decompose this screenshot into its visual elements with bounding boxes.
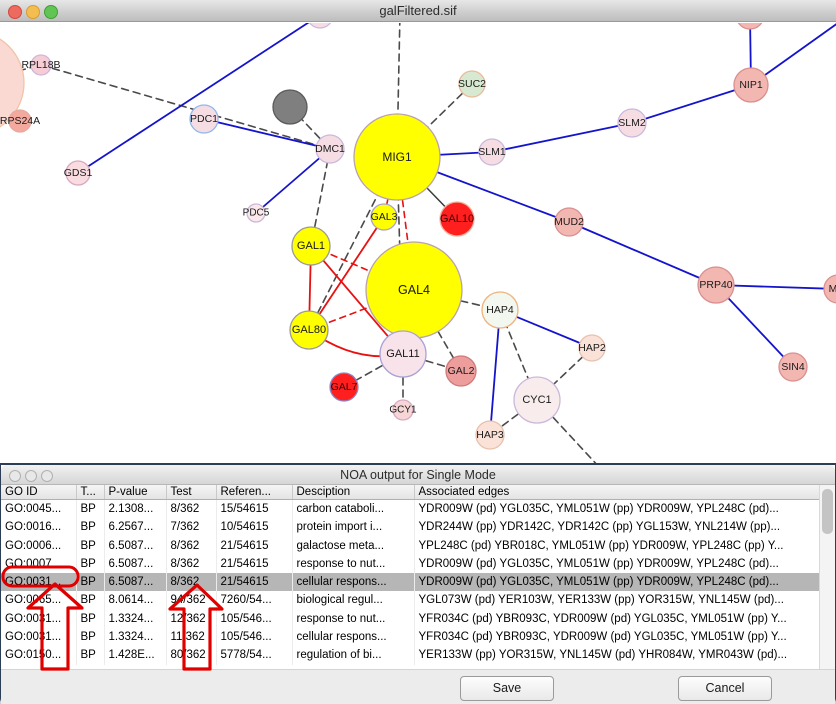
svg-text:SIN4: SIN4: [781, 361, 805, 373]
svg-text:HAP2: HAP2: [578, 342, 606, 354]
svg-text:NIP1: NIP1: [739, 79, 763, 91]
svg-text:MUD2: MUD2: [554, 216, 584, 228]
svg-text:GAL3: GAL3: [371, 211, 398, 223]
svg-text:GAL4: GAL4: [398, 283, 430, 297]
svg-text:HAP3: HAP3: [476, 429, 504, 441]
svg-text:GAL10: GAL10: [440, 213, 474, 225]
svg-text:PRP40: PRP40: [699, 279, 732, 291]
svg-text:PDC5: PDC5: [243, 208, 270, 219]
svg-text:SUC2: SUC2: [458, 78, 486, 90]
svg-text:SLM2: SLM2: [618, 117, 646, 129]
svg-text:RPL18B: RPL18B: [21, 59, 60, 71]
svg-text:GCY1: GCY1: [389, 405, 417, 416]
svg-text:RPS24A: RPS24A: [0, 115, 40, 127]
svg-text:GAL80: GAL80: [292, 324, 326, 336]
svg-text:GDS1: GDS1: [64, 167, 93, 179]
svg-text:GAL2: GAL2: [448, 365, 475, 377]
svg-text:MIG1: MIG1: [382, 150, 412, 164]
svg-text:GAL7: GAL7: [331, 381, 358, 393]
svg-text:GAL1: GAL1: [297, 240, 325, 252]
svg-text:HAP4: HAP4: [486, 304, 514, 316]
svg-text:CYC1: CYC1: [522, 394, 551, 406]
svg-text:MSI: MSI: [829, 283, 836, 295]
svg-text:GAL11: GAL11: [386, 348, 419, 360]
svg-text:DMC1: DMC1: [315, 143, 345, 155]
svg-text:SLM1: SLM1: [478, 146, 506, 158]
svg-text:PDC1: PDC1: [190, 113, 218, 125]
